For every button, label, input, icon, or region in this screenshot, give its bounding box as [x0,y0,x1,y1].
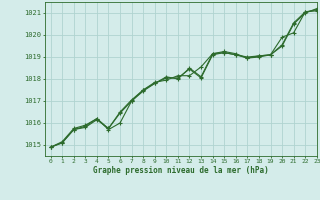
X-axis label: Graphe pression niveau de la mer (hPa): Graphe pression niveau de la mer (hPa) [93,166,269,175]
